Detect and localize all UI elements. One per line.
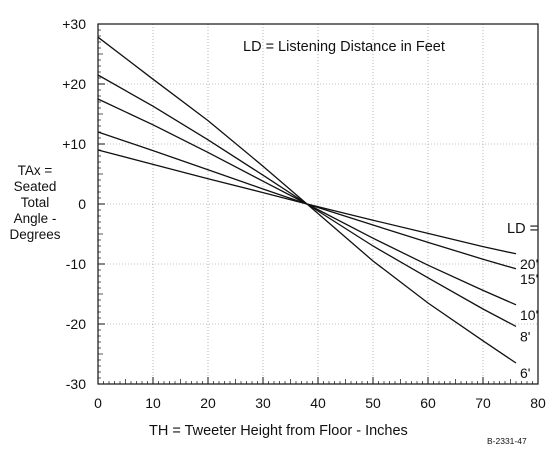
x-tick-label: 70: [475, 395, 491, 411]
chart-annotation: LD = Listening Distance in Feet: [243, 39, 445, 55]
x-tick-label: 0: [94, 395, 102, 411]
grid-lines: [98, 24, 538, 384]
y-axis-label-line: Degrees: [9, 227, 61, 242]
y-tick-label: +10: [62, 136, 86, 152]
series-line: [97, 149, 517, 255]
x-tick-label: 20: [200, 395, 216, 411]
y-tick-label: -10: [66, 256, 86, 272]
x-tick-label: 80: [530, 395, 546, 411]
y-axis-label-line: Angle -: [13, 211, 57, 226]
series-label: 10': [520, 307, 538, 323]
series-label: 8': [520, 328, 530, 344]
series-label: 6': [520, 365, 530, 381]
series-line: [97, 36, 517, 364]
series-line: [97, 131, 517, 270]
x-axis-label: TH = Tweeter Height from Floor - Inches: [149, 423, 408, 439]
y-axis-label-line: Total: [20, 195, 50, 210]
series-line: [97, 98, 517, 306]
y-axis-label-line: TAx =: [17, 163, 53, 178]
figure-id: B-2331-47: [487, 436, 527, 446]
series-line: [97, 74, 517, 327]
series-label: 20': [520, 256, 538, 272]
x-tick-label: 10: [145, 395, 161, 411]
series-label: 15': [520, 271, 538, 287]
x-tick-label: 30: [255, 395, 271, 411]
legend-title: LD =: [507, 221, 539, 237]
series-labels: 20'15' 10' 8' 6': [520, 256, 538, 381]
y-tick-label: +20: [62, 76, 86, 92]
axis-ticks: [97, 23, 539, 385]
series-lines: [97, 36, 517, 364]
y-tick-label: -20: [66, 316, 86, 332]
x-tick-label: 50: [365, 395, 381, 411]
y-tick-label: -30: [66, 376, 86, 392]
tick-labels: 0 10 20 30 40 50 60 70 80 +30 +20 +10 0 -10 -20 -30: [62, 16, 546, 411]
y-axis-label-line: Seated: [13, 179, 57, 194]
y-tick-label: 0: [78, 196, 86, 212]
y-tick-label: +30: [62, 16, 86, 32]
x-tick-label: 60: [420, 395, 436, 411]
x-tick-label: 40: [310, 395, 326, 411]
